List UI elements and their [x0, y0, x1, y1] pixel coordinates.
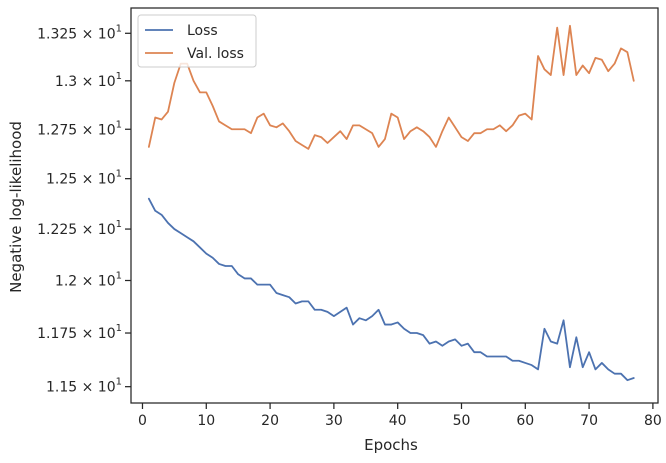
y-axis-label: Negative log-likelihood [7, 121, 25, 293]
y-tick-label: 1.25 × 101 [46, 169, 122, 188]
x-tick-label: 10 [197, 413, 215, 429]
y-tick-label: 1.15 × 101 [46, 377, 122, 396]
legend-box [137, 14, 257, 68]
x-tick-label: 80 [644, 413, 662, 429]
y-tick-label: 1.225 × 101 [37, 219, 122, 238]
x-tick-label: 70 [580, 413, 598, 429]
y-tick-label: 1.275 × 101 [37, 119, 122, 138]
x-axis-ticks: 0 10 20 30 40 50 60 70 80 [138, 403, 662, 429]
y-tick-label: 1.175 × 101 [37, 323, 122, 342]
y-tick-label: 1.3 × 101 [55, 71, 122, 90]
x-axis-label: Epochs [364, 436, 418, 454]
legend-label-val-loss: Val. loss [187, 46, 244, 62]
y-tick-label: 1.2 × 101 [55, 270, 122, 289]
x-tick-label: 40 [389, 413, 407, 429]
y-axis-ticks: 1.15 × 101 1.175 × 101 1.2 × 101 1.225 × 10… [37, 23, 131, 396]
legend: Loss Val. loss [137, 14, 257, 68]
legend-label-loss: Loss [187, 23, 218, 39]
series-layer [147, 24, 635, 382]
plot-frame [130, 7, 659, 404]
y-tick-label: 1.325 × 101 [37, 23, 122, 42]
x-tick-label: 0 [138, 413, 147, 429]
x-tick-label: 60 [516, 413, 534, 429]
series-line-loss [147, 197, 635, 382]
series-line-val-loss [147, 24, 635, 150]
x-tick-label: 30 [325, 413, 343, 429]
x-tick-label: 20 [261, 413, 279, 429]
x-tick-label: 50 [453, 413, 471, 429]
